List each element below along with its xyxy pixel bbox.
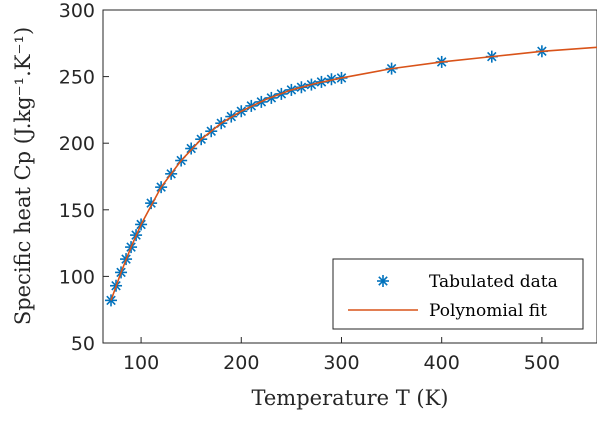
x-tick-label: 300 [323, 352, 359, 374]
y-tick-label: 50 [71, 333, 95, 355]
legend-box [332, 258, 584, 330]
y-axis-label: Specific heat Cp (J.kg⁻¹.K⁻¹) [11, 27, 35, 325]
y-tick-label: 300 [59, 0, 95, 22]
plot-frame [102, 9, 597, 344]
fit-line [110, 46, 597, 301]
x-tick-label: 400 [424, 352, 460, 374]
legend-label: Tabulated data [429, 272, 558, 292]
x-tick-label: 200 [223, 352, 259, 374]
y-tick-label: 250 [59, 67, 95, 89]
y-tick-label: 150 [59, 200, 95, 222]
legend-label: Polynomial fit [429, 301, 547, 321]
y-tick-label: 200 [59, 133, 95, 155]
y-tick-label: 100 [59, 266, 95, 288]
marker-stroke [378, 276, 388, 286]
x-tick-label: 100 [123, 352, 159, 374]
x-tick-label: 500 [524, 352, 560, 374]
legend-marker [377, 275, 389, 287]
x-axis-label: Temperature T (K) [251, 386, 448, 410]
